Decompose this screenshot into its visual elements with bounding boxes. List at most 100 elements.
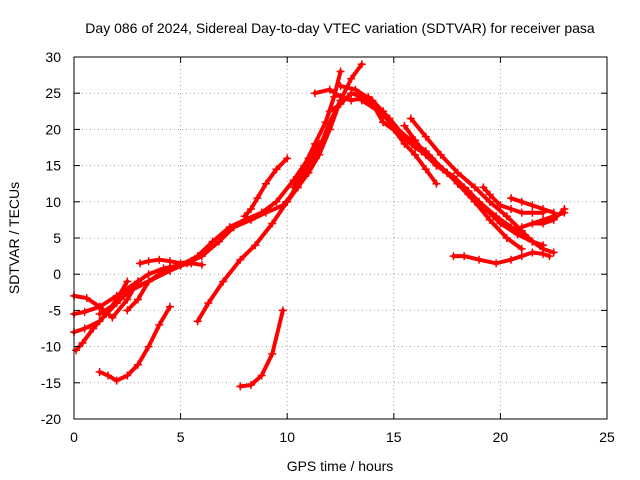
data-point <box>464 190 473 199</box>
data-point <box>193 317 202 326</box>
data-point <box>165 302 174 311</box>
data-point <box>357 96 366 105</box>
data-point <box>379 118 388 127</box>
data-point <box>539 205 548 214</box>
series-layer <box>70 60 569 391</box>
data-point <box>470 183 479 192</box>
y-tick-label: 15 <box>45 158 61 174</box>
data-point <box>411 136 420 145</box>
data-point <box>539 215 548 224</box>
x-tick-label: 10 <box>279 429 295 445</box>
data-point <box>236 382 245 391</box>
data-point <box>421 132 430 141</box>
data-point <box>136 259 145 268</box>
series-trace-24 <box>528 208 569 228</box>
data-point <box>400 121 409 130</box>
data-point <box>268 219 277 228</box>
data-point <box>300 161 309 170</box>
data-point <box>528 201 537 210</box>
data-point <box>80 324 89 333</box>
data-point <box>485 197 494 206</box>
data-point <box>315 150 324 159</box>
data-point <box>123 288 132 297</box>
data-point <box>144 270 153 279</box>
data-point <box>80 307 89 316</box>
data-point <box>123 277 132 286</box>
data-point <box>144 342 153 351</box>
data-point <box>155 320 164 329</box>
data-point <box>357 60 366 69</box>
data-point <box>325 125 334 134</box>
data-point <box>507 194 516 203</box>
data-point <box>507 205 516 214</box>
data-point <box>475 197 484 206</box>
series-line <box>97 268 172 316</box>
data-point <box>549 212 558 221</box>
data-point <box>517 252 526 261</box>
data-point <box>197 252 206 261</box>
data-point <box>123 306 132 315</box>
tick-label-layer: 0 5 10 15 20 25 -20 -15 -10 -5 0 5 10 15 20 25 30 <box>41 49 615 445</box>
series-trace-08 <box>95 302 174 385</box>
data-point <box>261 208 270 217</box>
data-point <box>485 215 494 224</box>
series-trace-12 <box>283 60 366 206</box>
data-point <box>133 295 142 304</box>
data-point <box>411 143 420 152</box>
grid-layer <box>74 57 607 419</box>
data-point <box>257 371 266 380</box>
data-point <box>432 179 441 188</box>
data-point <box>528 248 537 257</box>
data-point <box>517 208 526 217</box>
data-point <box>421 150 430 159</box>
y-tick-label: 25 <box>45 85 61 101</box>
data-point <box>310 89 319 98</box>
data-point <box>351 85 360 94</box>
x-tick-label: 20 <box>493 429 509 445</box>
data-point <box>502 234 511 242</box>
data-point <box>278 306 287 315</box>
data-point <box>310 139 319 148</box>
data-point <box>289 183 298 192</box>
data-point <box>272 197 281 206</box>
series-trace-04 <box>72 277 132 355</box>
data-point <box>475 255 484 264</box>
data-point <box>78 338 87 347</box>
data-point <box>492 259 501 268</box>
y-tick-label: 5 <box>53 230 61 246</box>
y-tick-label: 20 <box>45 121 61 137</box>
data-point <box>528 208 537 217</box>
data-point <box>549 248 558 257</box>
data-point <box>72 346 81 355</box>
data-point <box>453 179 462 188</box>
x-tick-label: 5 <box>177 429 185 445</box>
data-point <box>517 197 526 206</box>
data-point <box>325 85 334 94</box>
data-point <box>347 74 356 83</box>
data-point <box>539 249 548 258</box>
data-point <box>95 367 104 376</box>
data-point <box>460 252 469 261</box>
data-point <box>347 96 356 105</box>
series-line <box>74 279 130 353</box>
data-point <box>155 255 164 264</box>
data-point <box>336 81 345 90</box>
data-point <box>253 194 262 203</box>
y-tick-label: 0 <box>53 266 61 282</box>
data-point <box>528 219 537 228</box>
data-point <box>165 257 174 266</box>
series-line <box>451 250 552 266</box>
data-point <box>214 237 223 246</box>
data-point <box>82 294 91 303</box>
data-point <box>251 241 260 250</box>
data-point <box>421 165 430 174</box>
data-point <box>507 223 516 232</box>
data-point <box>240 212 249 221</box>
data-point <box>133 360 142 369</box>
series-trace-20 <box>406 114 558 257</box>
data-point <box>283 197 292 206</box>
data-point <box>528 237 537 246</box>
tick-layer <box>73 56 608 420</box>
data-point <box>321 118 330 127</box>
